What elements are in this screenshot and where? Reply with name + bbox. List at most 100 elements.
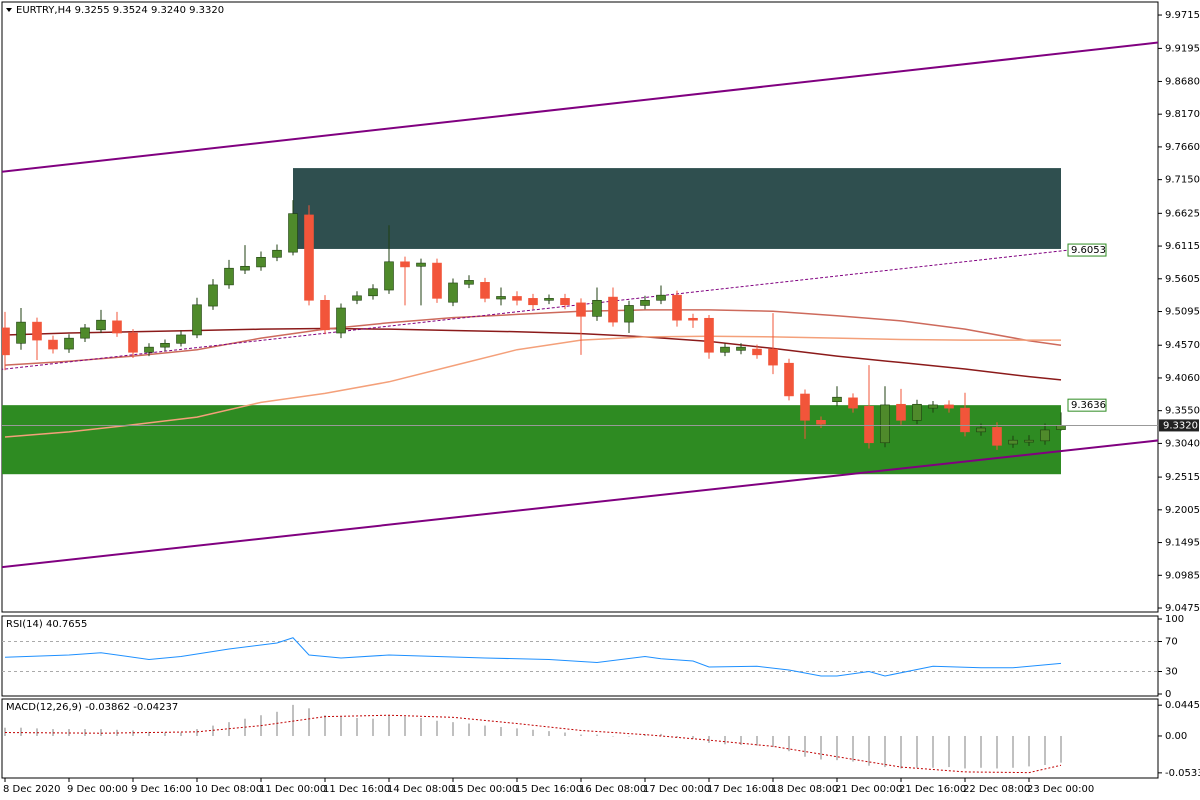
candle-body	[240, 265, 250, 271]
macd-bar	[100, 729, 102, 736]
candle-body	[1024, 439, 1034, 443]
macd-bar	[564, 732, 566, 736]
candle-body	[976, 427, 986, 433]
rsi-line	[4, 637, 1062, 677]
candle-body	[352, 295, 362, 301]
x-tick-label: 18 Dec 08:00	[771, 784, 838, 795]
macd-bar	[84, 729, 86, 736]
macd-bar	[196, 729, 198, 736]
macd-bar	[596, 734, 598, 736]
candle-body	[960, 407, 970, 433]
candle-body	[848, 397, 858, 409]
macd-bar	[532, 729, 534, 736]
macd-bar	[1012, 735, 1014, 768]
macd-bar	[212, 725, 214, 736]
candle-body	[368, 288, 378, 297]
macd-bar	[356, 718, 358, 736]
y-tick-label: 9.8170	[1165, 109, 1200, 120]
x-tick-label: 21 Dec 00:00	[835, 784, 902, 795]
y-tick-label: 30	[1165, 667, 1178, 678]
y-tick-label: -0.05336	[1165, 768, 1200, 779]
y-tick-label: 9.3040	[1165, 438, 1200, 449]
macd-bar	[900, 735, 902, 769]
y-tick-label: 9.4060	[1165, 373, 1200, 384]
y-tick-label: 0.00	[1165, 731, 1187, 742]
candle-body	[784, 362, 794, 397]
candle-body	[1056, 425, 1066, 430]
moving-average	[4, 309, 1062, 366]
y-tick-label: 9.0985	[1165, 570, 1200, 581]
candle-body	[128, 332, 138, 353]
macd-bar	[692, 735, 694, 739]
candle-body	[688, 317, 698, 321]
candle-body	[912, 403, 922, 421]
chart-title: EURTRY,H4 9.3255 9.3524 9.3240 9.3320	[16, 5, 224, 16]
candle-body	[16, 321, 26, 344]
candle-body	[112, 320, 122, 334]
y-tick-label: 9.5095	[1165, 307, 1200, 318]
candle-body	[528, 298, 538, 306]
y-tick-label: 100	[1165, 614, 1184, 625]
candle-body	[832, 396, 842, 402]
candle-body	[176, 334, 186, 344]
candle-body	[32, 321, 42, 341]
candle-body	[160, 342, 170, 348]
y-tick-label: 9.6625	[1165, 208, 1200, 219]
candle-body	[720, 346, 730, 353]
zone-label-box	[1067, 398, 1107, 412]
macd-bar	[708, 735, 710, 743]
x-tick-label: 10 Dec 08:00	[195, 784, 262, 795]
trend-line	[2, 41, 1158, 173]
candle-body	[1008, 439, 1018, 445]
macd-bar	[4, 727, 6, 736]
candle-body	[928, 404, 938, 409]
macd-bar	[20, 727, 22, 736]
x-tick-label: 15 Dec 16:00	[515, 784, 582, 795]
macd-bar	[932, 735, 934, 768]
trend-line	[2, 439, 1158, 569]
candle-body	[560, 298, 570, 306]
macd-bar	[788, 735, 790, 752]
candle-body	[640, 299, 650, 306]
candle-body	[576, 302, 586, 317]
candle-body	[896, 403, 906, 421]
rsi-title: RSI(14) 40.7655	[6, 619, 87, 630]
macd-bar	[964, 735, 966, 769]
macd-bar	[916, 735, 918, 768]
macd-bar	[132, 730, 134, 736]
candle-body	[672, 294, 682, 321]
candle-body	[272, 249, 282, 258]
last-price-box	[1159, 419, 1199, 432]
macd-bar	[756, 735, 758, 746]
macd-bar	[676, 735, 678, 738]
symbol-menu-icon[interactable]	[6, 8, 12, 12]
y-tick-label: 9.2005	[1165, 505, 1200, 516]
macd-bar	[1044, 735, 1046, 766]
macd-bar	[52, 729, 54, 736]
candle-body	[624, 305, 634, 323]
macd-bar	[308, 708, 310, 736]
candle-body	[208, 284, 218, 307]
candle-body	[336, 307, 346, 334]
trendline-label: 9.6053	[1071, 245, 1106, 256]
candle-body	[880, 404, 890, 444]
macd-bar	[1028, 735, 1030, 767]
y-tick-label: 9.5605	[1165, 274, 1200, 285]
candle-body	[496, 296, 506, 300]
candle-body	[432, 262, 442, 299]
x-tick-label: 21 Dec 16:00	[899, 784, 966, 795]
y-tick-label: 9.2515	[1165, 472, 1200, 483]
candle-body	[448, 282, 458, 303]
macd-bar	[436, 720, 438, 736]
macd-bar	[340, 716, 342, 736]
candle-body	[416, 262, 426, 267]
candle-body	[544, 298, 554, 301]
x-tick-label: 8 Dec 2020	[3, 784, 61, 795]
macd-bar	[820, 735, 822, 760]
candle-body	[800, 393, 810, 421]
zone-label: 9.3636	[1071, 400, 1106, 411]
candle-body	[768, 348, 778, 366]
macd-bar	[612, 735, 614, 737]
